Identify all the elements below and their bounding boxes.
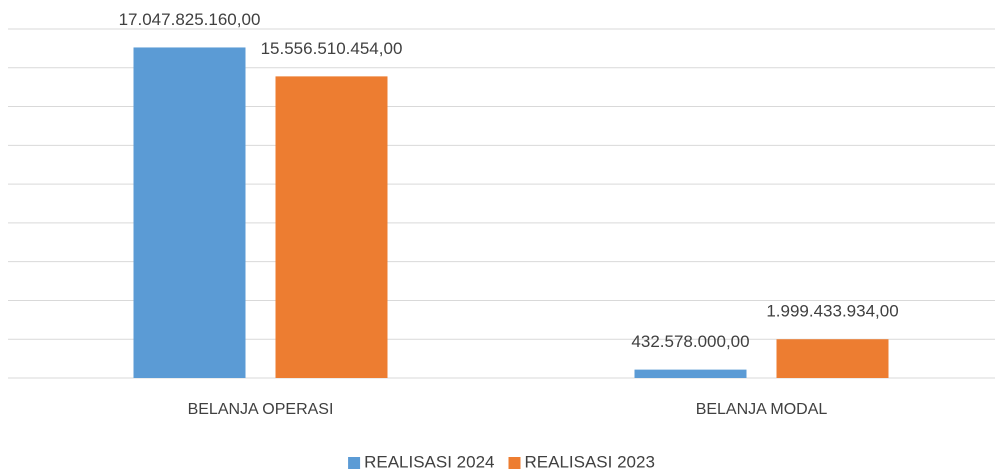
data-label: 15.556.510.454,00	[261, 39, 403, 58]
bar	[133, 47, 246, 379]
legend-label: REALISASI 2024	[364, 452, 494, 471]
x-tick-label: BELANJA OPERASI	[188, 401, 334, 418]
bar	[634, 369, 747, 378]
data-label: 17.047.825.160,00	[119, 10, 261, 29]
data-label: 432.578.000,00	[631, 332, 749, 351]
legend-swatch	[508, 457, 521, 469]
bar	[275, 76, 388, 378]
data-label: 1.999.433.934,00	[766, 302, 898, 321]
bar	[776, 339, 889, 378]
legend-swatch	[348, 457, 361, 469]
legend-label: REALISASI 2023	[525, 452, 655, 471]
x-tick-label: BELANJA MODAL	[696, 401, 828, 418]
